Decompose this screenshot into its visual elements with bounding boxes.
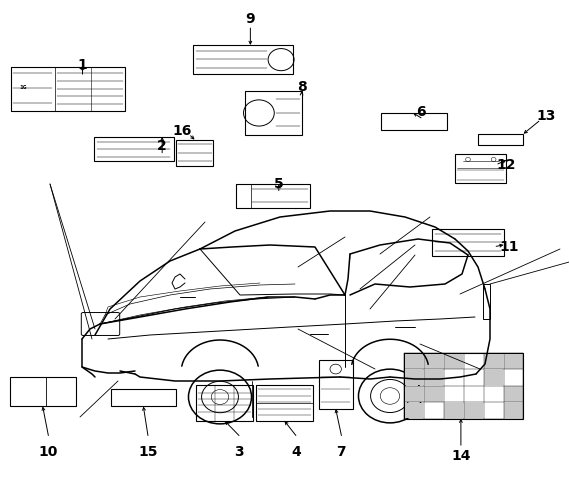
Bar: [236, 185, 310, 208]
Text: 15: 15: [138, 444, 158, 458]
Bar: [444, 403, 463, 418]
Bar: [256, 385, 313, 421]
Bar: [504, 403, 523, 418]
Bar: [94, 138, 174, 162]
Text: 7: 7: [337, 444, 346, 458]
Bar: [405, 354, 423, 369]
Text: 6: 6: [417, 105, 426, 118]
Text: 9: 9: [246, 13, 255, 26]
Text: 4: 4: [291, 444, 301, 458]
Bar: [381, 114, 447, 131]
Text: 11: 11: [500, 240, 519, 254]
Bar: [484, 370, 503, 385]
Text: 12: 12: [497, 158, 516, 171]
Bar: [11, 68, 55, 111]
Bar: [196, 385, 253, 421]
Text: 1G: 1G: [19, 85, 27, 90]
Text: 2: 2: [157, 138, 167, 152]
Bar: [478, 135, 523, 145]
Bar: [455, 155, 506, 184]
Text: 13: 13: [537, 109, 556, 123]
Bar: [504, 386, 523, 402]
Bar: [424, 386, 443, 402]
Bar: [464, 403, 483, 418]
Bar: [404, 353, 523, 419]
Bar: [11, 68, 125, 111]
Text: 5: 5: [274, 177, 284, 191]
Text: 16: 16: [172, 124, 192, 137]
Bar: [319, 361, 353, 409]
Bar: [10, 378, 76, 407]
Text: 3: 3: [234, 444, 244, 458]
Bar: [424, 354, 443, 369]
Text: 14: 14: [451, 448, 471, 462]
Bar: [484, 354, 503, 369]
Bar: [432, 230, 504, 257]
Bar: [111, 390, 176, 407]
Text: 10: 10: [39, 444, 58, 458]
Bar: [405, 370, 423, 385]
Bar: [405, 386, 423, 402]
Text: 1: 1: [77, 59, 88, 72]
Bar: [245, 92, 302, 136]
Bar: [176, 140, 213, 167]
Bar: [236, 185, 251, 208]
Bar: [405, 403, 423, 418]
Bar: [193, 46, 293, 75]
Bar: [504, 354, 523, 369]
Bar: [444, 354, 463, 369]
Text: 8: 8: [296, 80, 307, 94]
Bar: [424, 370, 443, 385]
